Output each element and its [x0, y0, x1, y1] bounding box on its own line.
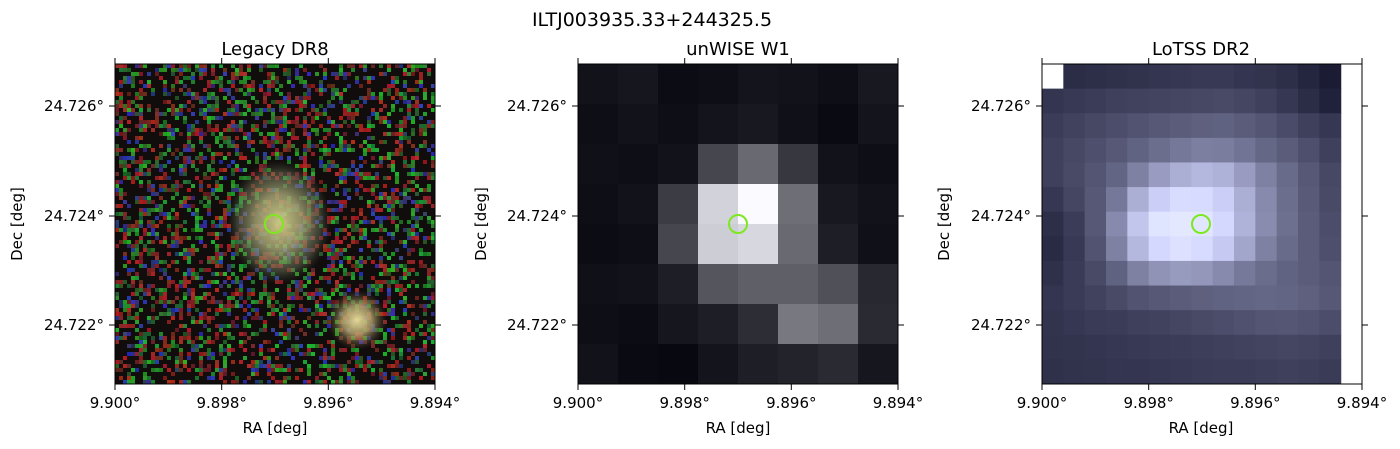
x-tick-label: 9.900° — [553, 394, 603, 412]
source-position-marker — [728, 214, 748, 234]
x-axis-label: RA [deg] — [243, 419, 308, 437]
x-tick-label: 9.894° — [1337, 394, 1387, 412]
x-tick-label: 9.898° — [196, 394, 246, 412]
x-tick-label: 9.898° — [1123, 394, 1173, 412]
axes-frame — [1041, 63, 1363, 385]
panel-unwise-w1: unWISE W1 9.900° 9.898° 9.896° 9.894° 24.72… — [472, 39, 923, 437]
figure-title: ILTJ003935.33+244325.5 — [532, 9, 772, 31]
y-tick-label: 24.722° — [971, 316, 1031, 334]
x-tick-label: 9.896° — [766, 394, 816, 412]
panel-image-lotss-dr2 — [1042, 64, 1342, 384]
y-tick-label: 24.726° — [507, 97, 567, 115]
panel-lotss-dr2: LoTSS DR2 9.900° 9.898° 9.896° 9.894° 24.72… — [935, 39, 1387, 437]
x-tick-label: 9.896° — [1230, 394, 1280, 412]
x-tick-label: 9.900° — [1017, 394, 1067, 412]
y-tick-label: 24.726° — [44, 97, 104, 115]
x-tick-label: 9.900° — [90, 394, 140, 412]
y-tick-label: 24.724° — [507, 207, 567, 225]
y-axis-label: Dec [deg] — [472, 187, 490, 261]
y-tick-label: 24.726° — [971, 97, 1031, 115]
companion-source-blob — [327, 290, 387, 350]
axes-frame — [577, 63, 899, 385]
y-axis-label: Dec [deg] — [935, 187, 953, 261]
axes-frame — [114, 63, 436, 385]
y-tick-label: 24.722° — [44, 316, 104, 334]
panel-image-legacy-dr8 — [115, 64, 435, 384]
galaxy-blob — [227, 160, 331, 284]
panel-title: unWISE W1 — [686, 39, 790, 60]
y-axis-label: Dec [deg] — [8, 187, 26, 261]
x-tick-label: 9.894° — [410, 394, 460, 412]
y-tick-label: 24.724° — [44, 207, 104, 225]
source-position-marker — [264, 214, 284, 234]
source-position-marker — [1191, 214, 1211, 234]
x-tick-label: 9.898° — [659, 394, 709, 412]
x-tick-label: 9.894° — [873, 394, 923, 412]
y-tick-label: 24.722° — [507, 316, 567, 334]
panel-title: LoTSS DR2 — [1152, 39, 1250, 60]
x-axis-label: RA [deg] — [706, 419, 771, 437]
panel-title: Legacy DR8 — [221, 39, 328, 60]
panel-image-unwise-w1 — [578, 64, 898, 384]
x-axis-label: RA [deg] — [1169, 419, 1234, 437]
y-tick-label: 24.724° — [971, 207, 1031, 225]
panel-legacy-dr8: Legacy DR8 9.900° 9.898° 9.896° 9.894° 24.7… — [8, 39, 460, 437]
x-tick-label: 9.896° — [303, 394, 353, 412]
